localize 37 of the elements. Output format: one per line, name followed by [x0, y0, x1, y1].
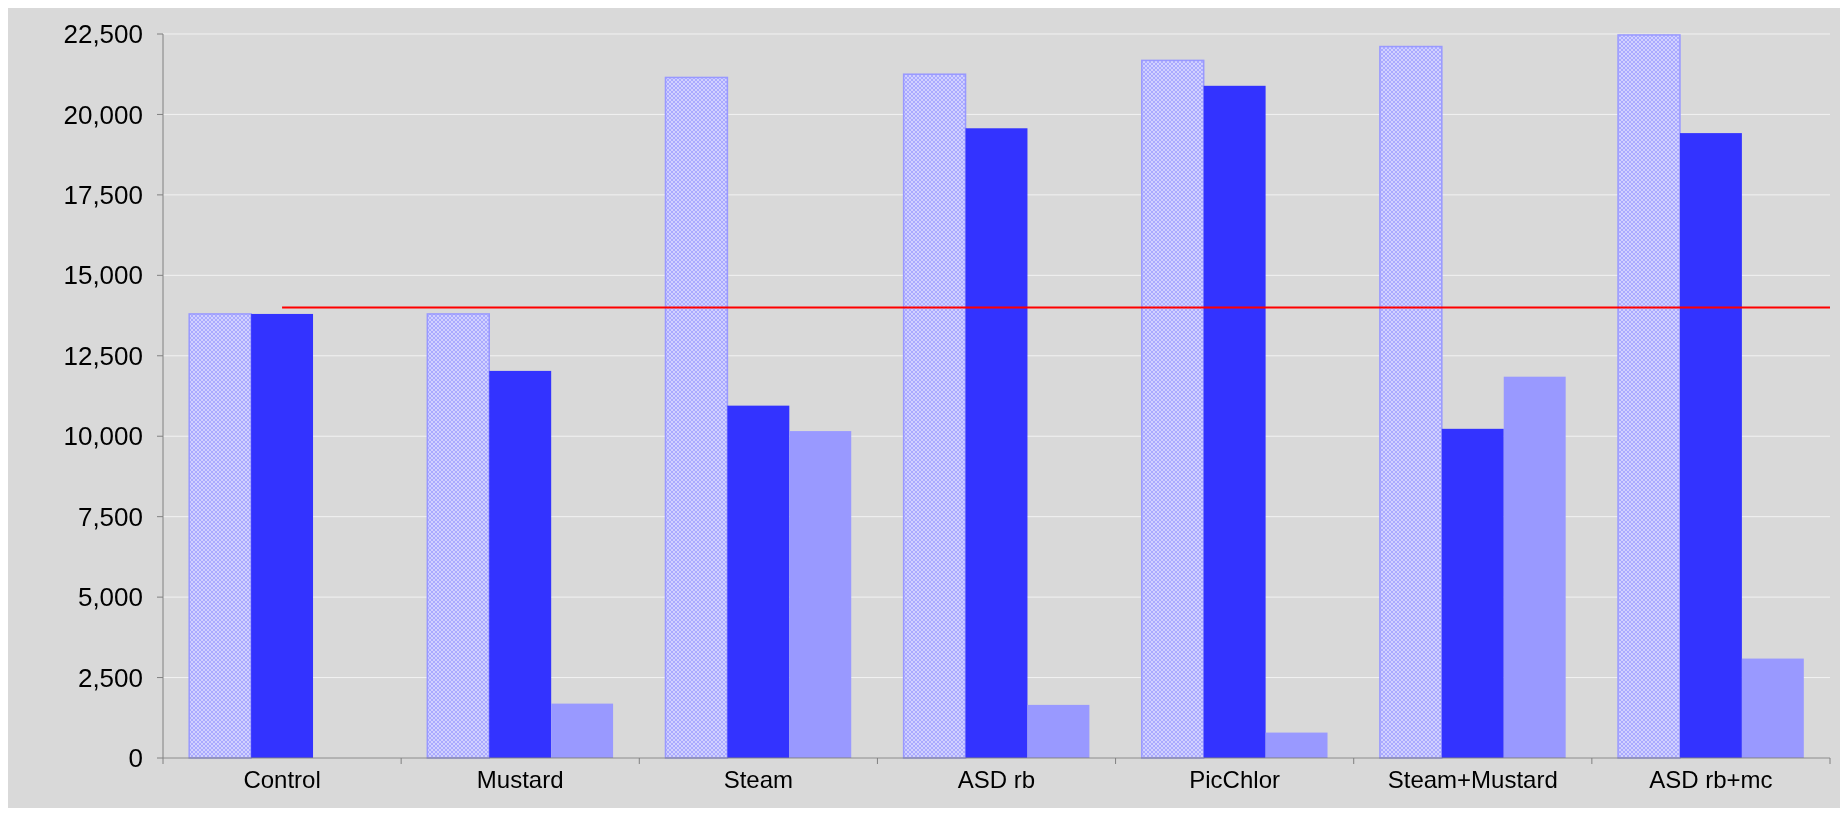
y-tick-label: 7,500 — [77, 501, 143, 532]
y-tick-label: 22,500 — [63, 19, 143, 50]
y-tick-label: 12,500 — [63, 340, 143, 371]
bar — [551, 703, 614, 758]
bar — [789, 431, 852, 758]
x-tick-label: Mustard — [476, 766, 564, 793]
bar — [489, 370, 552, 758]
y-tick-label: 10,000 — [63, 421, 143, 452]
bar — [902, 73, 967, 759]
bar — [251, 313, 314, 758]
y-tick-label: 5,000 — [77, 582, 143, 613]
y-tick-label: 17,500 — [63, 179, 143, 210]
x-tick-label: ASD rb — [957, 766, 1036, 793]
bar — [1441, 428, 1504, 758]
bar — [1379, 45, 1443, 759]
bar — [188, 313, 252, 759]
bar — [727, 405, 790, 758]
bar — [1027, 704, 1090, 758]
bar — [1203, 85, 1266, 758]
x-tick-label: ASD rb+mc — [1649, 766, 1773, 793]
y-tick-label: 0 — [128, 743, 143, 774]
x-tick-label: PicChlor — [1189, 766, 1280, 793]
bar — [1141, 59, 1205, 759]
bar — [1741, 658, 1804, 758]
x-tick-label: Steam — [723, 766, 794, 793]
bar — [1617, 34, 1681, 759]
bar — [426, 313, 491, 759]
y-tick-label: 15,000 — [63, 260, 143, 291]
bar — [1265, 732, 1328, 758]
bar — [1679, 133, 1742, 758]
y-tick-label: 20,000 — [63, 99, 143, 130]
bar — [965, 128, 1028, 758]
y-tick-label: 2,500 — [77, 662, 143, 693]
x-tick-label: Control — [243, 766, 321, 793]
x-tick-label: Steam+Mustard — [1387, 766, 1558, 793]
bar — [664, 76, 729, 759]
bar — [1503, 376, 1566, 758]
